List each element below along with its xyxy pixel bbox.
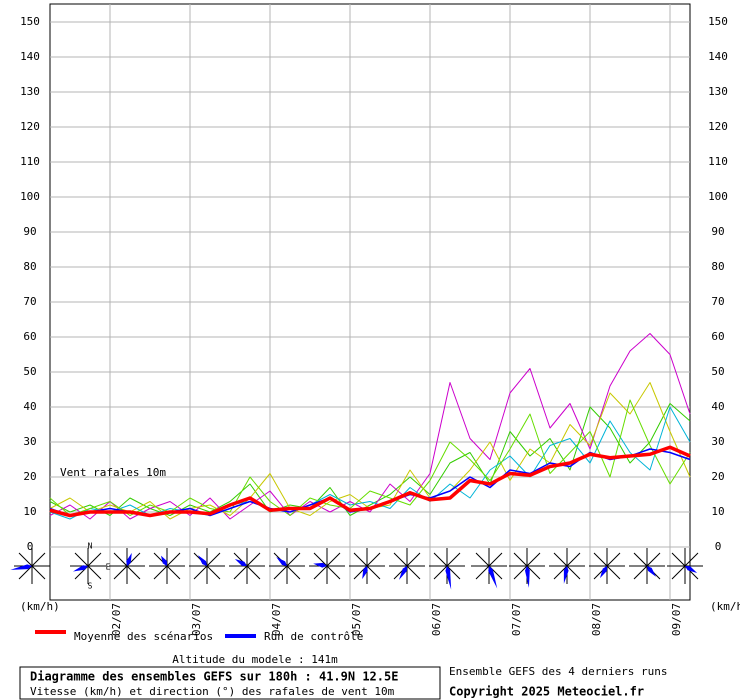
y-tick-label: 100 — [708, 190, 728, 203]
y-tick-label: 20 — [711, 470, 724, 483]
rose-wedge — [445, 566, 452, 590]
annotation: Vent rafales 10m — [60, 466, 166, 479]
y-tick-label: 0 — [27, 540, 34, 553]
rose-wedge — [276, 557, 287, 566]
rose-wedge — [72, 565, 88, 572]
y-tick-label: 140 — [708, 50, 728, 63]
rose-wedge — [563, 566, 569, 584]
y-tick-label: 40 — [711, 400, 724, 413]
y-tick-label: 150 — [708, 15, 728, 28]
x-tick-label: 06/07 — [430, 603, 443, 636]
y-tick-label: 0 — [715, 540, 722, 553]
x-tick-label: 02/07 — [110, 603, 123, 636]
rose-wedge — [524, 566, 530, 588]
compass-s: S — [88, 582, 93, 591]
chart-subtitle: Vitesse (km/h) et direction (°) des rafa… — [30, 685, 395, 698]
x-tick-label: 04/07 — [270, 603, 283, 636]
rose-wedge — [198, 555, 207, 566]
legend-label: Run de contrôle — [264, 630, 363, 643]
y-tick-label: 10 — [23, 505, 36, 518]
y-unit-left: (km/h) — [20, 600, 60, 613]
y-tick-label: 140 — [20, 50, 40, 63]
compass-e: E — [106, 563, 111, 572]
member-line — [49, 403, 691, 516]
x-tick-label: 03/07 — [190, 603, 203, 636]
y-tick-label: 130 — [20, 85, 40, 98]
member-line — [49, 399, 691, 516]
x-tick-label: 05/07 — [350, 603, 363, 636]
title-box — [19, 666, 441, 700]
altitude: Altitude du modele : 141m — [172, 653, 338, 666]
y-tick-label: 150 — [20, 15, 40, 28]
y-unit-right: (km/h) — [710, 600, 740, 613]
y-tick-label: 90 — [711, 225, 724, 238]
y-tick-label: 60 — [23, 330, 36, 343]
y-tick-label: 120 — [20, 120, 40, 133]
y-tick-label: 40 — [23, 400, 36, 413]
rose-wedge — [313, 562, 327, 568]
rose-wedge — [161, 555, 167, 566]
rose-wedge — [488, 566, 498, 589]
rose-wedge — [399, 566, 407, 580]
y-tick-label: 80 — [711, 260, 724, 273]
rose-wedge — [10, 564, 33, 570]
y-tick-label: 100 — [20, 190, 40, 203]
y-tick-label: 60 — [711, 330, 724, 343]
rose-wedge — [126, 552, 132, 566]
chart-title: Diagramme des ensembles GEFS sur 180h : … — [30, 670, 398, 684]
rose-wedge — [600, 566, 607, 579]
member-line — [49, 333, 691, 520]
y-tick-label: 50 — [711, 365, 724, 378]
y-tick-label: 20 — [23, 470, 36, 483]
y-tick-label: 110 — [20, 155, 40, 168]
y-tick-label: 10 — [711, 505, 724, 518]
y-tick-label: 120 — [708, 120, 728, 133]
y-tick-label: 70 — [23, 295, 36, 308]
y-tick-label: 90 — [23, 225, 36, 238]
legend-label: Moyenne des scénarios — [74, 630, 213, 643]
x-tick-label: 07/07 — [510, 603, 523, 636]
y-tick-label: 130 — [708, 85, 728, 98]
y-tick-label: 30 — [23, 435, 36, 448]
x-tick-label: 08/07 — [590, 603, 603, 636]
wind-roses — [10, 548, 703, 590]
mean-line — [49, 445, 691, 518]
runs-note: Ensemble GEFS des 4 derniers runs — [449, 665, 668, 678]
y-tick-label: 50 — [23, 365, 36, 378]
y-tick-label: 80 — [23, 260, 36, 273]
y-tick-label: 110 — [708, 155, 728, 168]
main-series — [49, 445, 691, 518]
compass-n: N — [88, 542, 93, 551]
rose-wedge — [647, 566, 656, 577]
x-tick-label: 09/07 — [670, 603, 683, 636]
y-tick-label: 70 — [711, 295, 724, 308]
copyright: Copyright 2025 Meteociel.fr — [449, 685, 644, 699]
grid: 0 0 10 10 20 20 30 30 40 40 50 50 60 60 70 70 80 80 90 90 10… — [20, 4, 728, 636]
rose-wedge — [685, 566, 698, 573]
rose-wedge — [362, 566, 368, 580]
y-tick-label: 30 — [711, 435, 724, 448]
rose-wedge — [234, 559, 247, 566]
